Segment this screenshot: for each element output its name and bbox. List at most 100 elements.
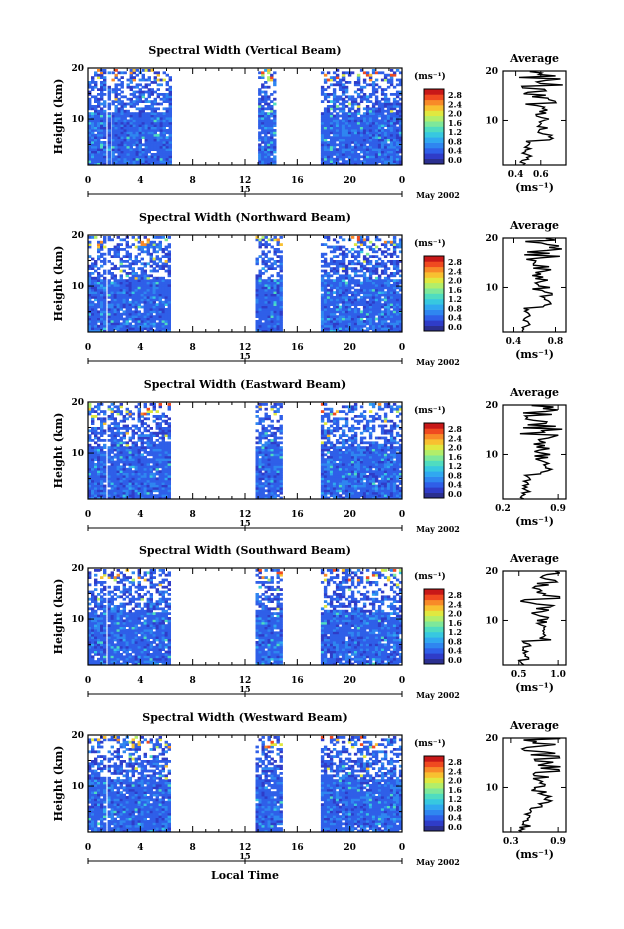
heatmap-cell (323, 109, 328, 113)
heatmap-cell (122, 453, 126, 457)
heatmap-cell (153, 155, 157, 159)
heatmap-cell (122, 484, 126, 488)
heatmap-cell (332, 327, 337, 330)
heatmap-cell (338, 131, 343, 135)
heatmap-cell (152, 472, 156, 476)
heatmap-cell (335, 293, 340, 297)
heatmap-cell (162, 153, 166, 156)
heatmap-cell (146, 494, 150, 497)
colorbar-tick-label: 1.6 (448, 285, 462, 295)
heatmap-cell (97, 479, 101, 483)
heatmap-cell (320, 260, 325, 263)
heatmap-cell (116, 312, 120, 316)
heatmap-cell (264, 322, 268, 326)
heatmap-cell (135, 153, 139, 156)
heatmap-cell (159, 160, 163, 163)
heatmap-cell (273, 288, 277, 292)
heatmap-cell (270, 73, 274, 77)
heatmap-cell (110, 487, 114, 490)
heatmap-cell (362, 131, 367, 135)
heatmap-cell (395, 312, 400, 316)
heatmap-cell (143, 436, 147, 440)
heatmap-cell (341, 126, 346, 130)
heatmap-cell (350, 324, 355, 328)
heatmap-cell (150, 81, 154, 84)
heatmap-cell (353, 310, 358, 314)
heatmap-cell (138, 117, 142, 120)
heatmap-cell (97, 133, 101, 137)
heatmap-cell (94, 489, 98, 493)
heatmap-cell (88, 162, 92, 166)
heatmap-cell (152, 407, 156, 411)
heatmap-cell (153, 90, 157, 94)
heatmap-cell (144, 114, 148, 118)
heatmap-cell (341, 150, 346, 154)
heatmap-cell (389, 274, 394, 278)
heatmap-cell (341, 85, 346, 89)
heatmap-cell (153, 102, 157, 106)
heatmap-cell (111, 121, 115, 125)
heatmap-cell (356, 322, 361, 326)
heatmap-cell (344, 155, 349, 159)
heatmap-cell (110, 470, 114, 473)
heatmap-cell (273, 320, 277, 323)
heatmap-cell (326, 276, 331, 280)
heatmap-cell (131, 453, 135, 457)
heatmap-cell (383, 308, 388, 311)
heatmap-cell (110, 324, 114, 328)
heatmap-cell (155, 496, 159, 500)
heatmap-cell (264, 458, 268, 461)
heatmap-cell (126, 126, 130, 130)
heatmap-cell (168, 93, 172, 96)
heatmap-cell (273, 114, 277, 118)
heatmap-cell (353, 274, 358, 278)
heatmap-cell (135, 133, 139, 137)
heatmap-cell (386, 293, 391, 297)
heatmap-cell (365, 119, 370, 123)
heatmap-cell (131, 460, 135, 464)
heatmap-cell (156, 112, 160, 115)
heatmap-cell (335, 112, 340, 115)
heatmap-cell (353, 296, 358, 299)
heatmap-cell (356, 133, 361, 137)
heatmap-cell (146, 298, 150, 302)
heatmap-cell (264, 477, 268, 481)
heatmap-cell (264, 85, 268, 89)
heatmap-cell (392, 243, 397, 246)
heatmap-cell (261, 298, 265, 302)
heatmap-cell (267, 105, 271, 108)
heatmap-cell (329, 124, 334, 127)
heatmap-cell (141, 136, 145, 139)
heatmap-cell (383, 245, 388, 249)
heatmap-cell (94, 264, 98, 268)
heatmap-cell (119, 260, 123, 263)
heatmap-cell (261, 443, 265, 447)
heatmap-cell (129, 133, 133, 137)
heatmap-cell (88, 131, 92, 135)
heatmap-cell (149, 293, 153, 297)
heatmap-cell (150, 109, 154, 113)
heatmap-cell (344, 300, 349, 304)
heatmap-cell (103, 129, 107, 132)
heatmap-cell (125, 281, 129, 285)
heatmap-cell (94, 312, 98, 316)
heatmap-cell (131, 324, 135, 328)
heatmap-cell (161, 460, 165, 464)
heatmap-cell (332, 262, 337, 266)
heatmap-cell (380, 145, 385, 149)
heatmap-cell (122, 455, 126, 459)
heatmap-cell (377, 310, 382, 314)
heatmap-cell (350, 133, 355, 137)
heatmap-cell (329, 129, 334, 132)
heatmap-cell (258, 291, 262, 294)
heatmap-cell (116, 405, 120, 409)
heatmap-cell (103, 327, 107, 330)
heatmap-cell (362, 255, 367, 258)
heatmap-cell (326, 274, 331, 278)
heatmap-cell (123, 121, 127, 125)
heatmap-cell (365, 293, 370, 297)
heatmap-cell (398, 136, 403, 139)
heatmap-cell (94, 143, 98, 147)
heatmap-cell (88, 155, 92, 159)
heatmap-cell (107, 131, 111, 135)
